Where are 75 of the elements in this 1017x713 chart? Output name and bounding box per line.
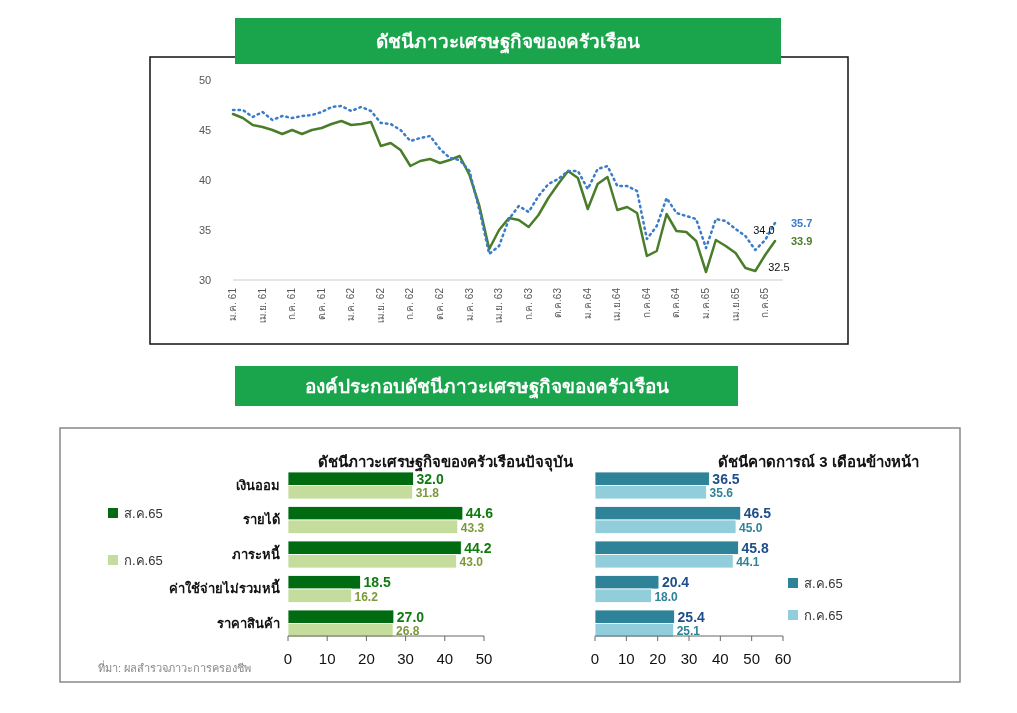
data-label: 25.1: [676, 624, 701, 638]
x-tick-label: เม.ย. 61: [256, 287, 268, 324]
y-tick-label: ค่าใช้จ่ายไม่รวมหนี้: [169, 578, 280, 596]
x-tick-label: 30: [680, 650, 698, 667]
legend-label: ส.ค.65: [124, 506, 163, 521]
x-tick-label: 20: [649, 650, 667, 667]
y-tick-label: 30: [198, 274, 212, 286]
y-tick-label: รายได้: [243, 511, 280, 527]
x-tick-label: ต.ค.64: [670, 287, 682, 318]
x-tick-label: เม.ย.65: [729, 287, 741, 321]
x-tick-label: 30: [397, 650, 414, 667]
x-tick-label: 10: [617, 650, 635, 667]
chart-subtitle: ดัชนีภาวะเศรษฐกิจของครัวเรือนปัจจุบัน: [318, 453, 574, 472]
y-tick-label: 35: [198, 224, 212, 236]
x-tick-label: ต.ค. 61: [315, 287, 327, 321]
legend-label: ก.ค.65: [804, 608, 843, 623]
x-tick-label: เม.ย. 62: [374, 287, 386, 324]
data-label: 27.0: [396, 608, 425, 625]
data-label: 35.6: [709, 486, 734, 500]
data-label: 45.0: [739, 520, 763, 535]
x-tick-label: 0: [590, 650, 600, 667]
x-tick-label: ม.ค.64: [581, 287, 593, 319]
legend-label: ก.ค.65: [124, 553, 163, 568]
x-tick-label: ก.ค. 62: [404, 287, 416, 321]
y-tick-label: ภาระหนี้: [232, 543, 280, 562]
data-label: 44.2: [464, 539, 492, 556]
x-tick-label: 40: [436, 650, 454, 667]
y-tick-label: 45: [198, 124, 212, 136]
x-tick-label: ก.ค.64: [640, 287, 652, 318]
x-tick-label: 40: [711, 650, 729, 667]
line-series: [231, 104, 777, 256]
data-label: 45.8: [741, 539, 769, 556]
data-label: 44.6: [465, 505, 494, 521]
x-tick-label: ต.ค. 62: [433, 287, 445, 321]
x-tick-label: 50: [743, 650, 761, 667]
legend-label: ส.ค.65: [804, 576, 843, 591]
data-label: 36.5: [712, 470, 740, 487]
x-tick-label: ก.ค. 63: [522, 287, 534, 321]
data-label: 43.0: [459, 555, 484, 569]
data-label: 33.9: [791, 235, 813, 247]
x-tick-label: เม.ย. 63: [493, 287, 505, 324]
text: ที่มา: ผลสำรวจภาวะการครองชีพ: [98, 660, 252, 674]
data-label: 26.8: [396, 624, 420, 638]
x-tick-label: 60: [774, 650, 792, 667]
x-tick-label: ม.ค. 61: [227, 287, 238, 322]
x-tick-label: ก.ค. 61: [286, 287, 298, 321]
x-tick-label: 20: [358, 650, 375, 667]
x-tick-label: 0: [283, 650, 293, 667]
data-label: 44.1: [736, 555, 760, 569]
data-label: 18.5: [363, 574, 391, 590]
x-tick-label: 10: [318, 650, 336, 667]
x-tick-label: ม.ค.65: [700, 287, 712, 319]
x-tick-label: 50: [475, 650, 493, 667]
chart-title: องค์ประกอบดัชนีภาวะเศรษฐกิจของครัวเรือน: [304, 376, 669, 400]
data-label: 35.7: [791, 217, 813, 229]
y-tick-label: 50: [198, 74, 212, 86]
y-tick-label: เงินออม: [236, 477, 280, 493]
x-tick-label: ก.ค.65: [759, 287, 771, 318]
y-tick-label: 40: [198, 174, 212, 186]
x-tick-label: ต.ค.63: [552, 287, 564, 318]
data-label: 18.0: [654, 589, 679, 604]
data-label: 34.0: [753, 224, 775, 236]
chart-title: ดัชนีภาวะเศรษฐกิจของครัวเรือน: [376, 31, 640, 55]
text: ดัชนีคาดการณ์ 3 เดือนข้างหน้า: [718, 453, 919, 470]
x-tick-label: เม.ย.64: [611, 287, 623, 321]
data-label: 46.5: [743, 505, 772, 521]
x-tick-label: ม.ค. 63: [463, 287, 475, 322]
data-label: 20.4: [661, 574, 690, 590]
data-label: 31.8: [415, 486, 440, 500]
data-label: 16.2: [354, 589, 379, 604]
data-label: 43.3: [460, 520, 485, 535]
data-label: 25.4: [677, 608, 706, 625]
y-tick-label: ราคาสินค้า: [217, 615, 280, 631]
x-tick-label: ม.ค. 62: [345, 287, 357, 322]
data-label: 32.5: [768, 261, 790, 273]
